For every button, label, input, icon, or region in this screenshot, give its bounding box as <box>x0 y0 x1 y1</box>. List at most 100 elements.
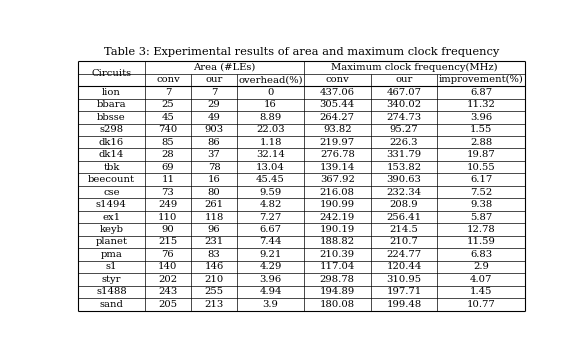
Text: 390.63: 390.63 <box>386 175 422 184</box>
Text: 12.78: 12.78 <box>467 225 495 234</box>
Text: 3.9: 3.9 <box>263 300 279 309</box>
Text: 3.96: 3.96 <box>259 275 282 284</box>
Text: 903: 903 <box>205 125 223 134</box>
Text: s1488: s1488 <box>96 287 127 296</box>
Text: 4.07: 4.07 <box>470 275 492 284</box>
Text: sand: sand <box>99 300 123 309</box>
Text: 13.04: 13.04 <box>256 163 285 172</box>
Text: s1494: s1494 <box>96 200 127 209</box>
Text: 95.27: 95.27 <box>390 125 418 134</box>
Text: 1.55: 1.55 <box>470 125 492 134</box>
Text: 32.14: 32.14 <box>256 150 285 159</box>
Text: 7.52: 7.52 <box>470 188 492 197</box>
Text: 96: 96 <box>208 225 220 234</box>
Text: 45: 45 <box>162 113 174 122</box>
Text: styr: styr <box>102 275 121 284</box>
Text: 69: 69 <box>162 163 174 172</box>
Text: 8.89: 8.89 <box>259 113 282 122</box>
Text: 7.44: 7.44 <box>259 238 282 246</box>
Text: lion: lion <box>102 88 121 97</box>
Text: 180.08: 180.08 <box>320 300 355 309</box>
Text: Maximum clock frequency(MHz): Maximum clock frequency(MHz) <box>331 63 497 72</box>
Text: 367.92: 367.92 <box>320 175 355 184</box>
Text: 45.45: 45.45 <box>256 175 285 184</box>
Text: 86: 86 <box>208 138 220 147</box>
Text: 4.29: 4.29 <box>259 263 282 271</box>
Text: 118: 118 <box>205 213 224 221</box>
Text: 153.82: 153.82 <box>386 163 422 172</box>
Text: 310.95: 310.95 <box>386 275 422 284</box>
Text: 205: 205 <box>158 300 178 309</box>
Text: 231: 231 <box>205 238 223 246</box>
Text: 305.44: 305.44 <box>320 100 355 109</box>
Text: 2.9: 2.9 <box>473 263 489 271</box>
Text: 437.06: 437.06 <box>320 88 355 97</box>
Text: 243: 243 <box>158 287 178 296</box>
Text: 7: 7 <box>211 88 218 97</box>
Text: planet: planet <box>95 238 128 246</box>
Text: 76: 76 <box>162 250 174 259</box>
Text: 210.7: 210.7 <box>390 238 419 246</box>
Text: 10.55: 10.55 <box>467 163 495 172</box>
Text: 199.48: 199.48 <box>386 300 422 309</box>
Text: 467.07: 467.07 <box>386 88 422 97</box>
Text: 256.41: 256.41 <box>386 213 422 221</box>
Text: 4.94: 4.94 <box>259 287 282 296</box>
Text: keyb: keyb <box>99 225 123 234</box>
Text: 210: 210 <box>205 275 223 284</box>
Text: 224.77: 224.77 <box>386 250 422 259</box>
Text: tbk: tbk <box>103 163 119 172</box>
Text: 117.04: 117.04 <box>320 263 355 271</box>
Text: 208.9: 208.9 <box>390 200 418 209</box>
Text: 264.27: 264.27 <box>320 113 355 122</box>
Text: dk16: dk16 <box>99 138 124 147</box>
Text: Table 3: Experimental results of area and maximum clock frequency: Table 3: Experimental results of area an… <box>103 47 499 57</box>
Text: 255: 255 <box>205 287 223 296</box>
Text: bbsse: bbsse <box>97 113 126 122</box>
Text: 242.19: 242.19 <box>320 213 355 221</box>
Text: 2.88: 2.88 <box>470 138 492 147</box>
Text: 0: 0 <box>268 88 274 97</box>
Text: 1.18: 1.18 <box>259 138 282 147</box>
Text: s298: s298 <box>99 125 123 134</box>
Text: 28: 28 <box>162 150 174 159</box>
Text: 139.14: 139.14 <box>320 163 355 172</box>
Text: 9.21: 9.21 <box>259 250 282 259</box>
Text: 19.87: 19.87 <box>467 150 495 159</box>
Text: 190.19: 190.19 <box>320 225 355 234</box>
Text: 331.79: 331.79 <box>386 150 422 159</box>
Text: 249: 249 <box>158 200 178 209</box>
Text: 215: 215 <box>158 238 178 246</box>
Text: 6.17: 6.17 <box>470 175 492 184</box>
Text: 219.97: 219.97 <box>320 138 355 147</box>
Text: 16: 16 <box>264 100 277 109</box>
Text: 9.59: 9.59 <box>259 188 282 197</box>
Text: dk14: dk14 <box>99 150 124 159</box>
Text: 740: 740 <box>158 125 178 134</box>
Text: 216.08: 216.08 <box>320 188 355 197</box>
Text: 261: 261 <box>205 200 223 209</box>
Text: 120.44: 120.44 <box>386 263 422 271</box>
Text: conv: conv <box>325 75 349 84</box>
Text: 85: 85 <box>162 138 174 147</box>
Text: 210.39: 210.39 <box>320 250 355 259</box>
Text: 140: 140 <box>158 263 178 271</box>
Text: 37: 37 <box>208 150 220 159</box>
Text: ex1: ex1 <box>102 213 121 221</box>
Text: 7.27: 7.27 <box>259 213 282 221</box>
Text: 188.82: 188.82 <box>320 238 355 246</box>
Text: 16: 16 <box>208 175 220 184</box>
Text: 10.77: 10.77 <box>467 300 495 309</box>
Text: 11.59: 11.59 <box>466 238 496 246</box>
Text: 197.71: 197.71 <box>386 287 422 296</box>
Text: s1: s1 <box>106 263 117 271</box>
Text: 276.78: 276.78 <box>320 150 355 159</box>
Text: 194.89: 194.89 <box>320 287 355 296</box>
Text: 146: 146 <box>205 263 223 271</box>
Text: our: our <box>205 75 223 84</box>
Text: 90: 90 <box>162 225 174 234</box>
Text: conv: conv <box>156 75 180 84</box>
Text: 49: 49 <box>208 113 220 122</box>
Text: 4.82: 4.82 <box>259 200 282 209</box>
Text: 6.87: 6.87 <box>470 88 492 97</box>
